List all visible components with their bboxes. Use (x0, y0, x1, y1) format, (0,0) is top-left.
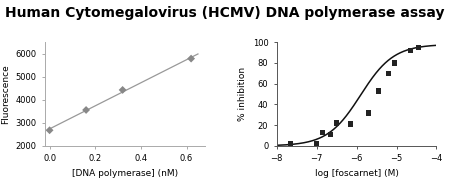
Point (119, 88, 126, 91)
Point (46, 129, 53, 132)
X-axis label: [DNA polymerase] (nM): [DNA polymerase] (nM) (72, 169, 178, 178)
Point (391, 61, 398, 65)
Point (313, 142, 320, 145)
X-axis label: log [foscarnet] (M): log [foscarnet] (M) (315, 169, 399, 178)
Point (365, 111, 372, 114)
Point (327, 133, 334, 136)
Point (407, 49, 414, 52)
Y-axis label: Fluorescence: Fluorescence (1, 64, 10, 124)
Point (375, 89, 382, 93)
Point (415, 46, 422, 49)
Point (385, 72, 392, 75)
Point (333, 122, 340, 125)
Text: Human Cytomegalovirus (HCMV) DNA polymerase assay: Human Cytomegalovirus (HCMV) DNA polymer… (5, 6, 445, 20)
Point (347, 123, 354, 126)
Point (319, 131, 326, 134)
Point (188, 57, 195, 60)
Point (82, 108, 90, 112)
Point (287, 142, 294, 145)
Y-axis label: % inhibition: % inhibition (238, 67, 247, 121)
